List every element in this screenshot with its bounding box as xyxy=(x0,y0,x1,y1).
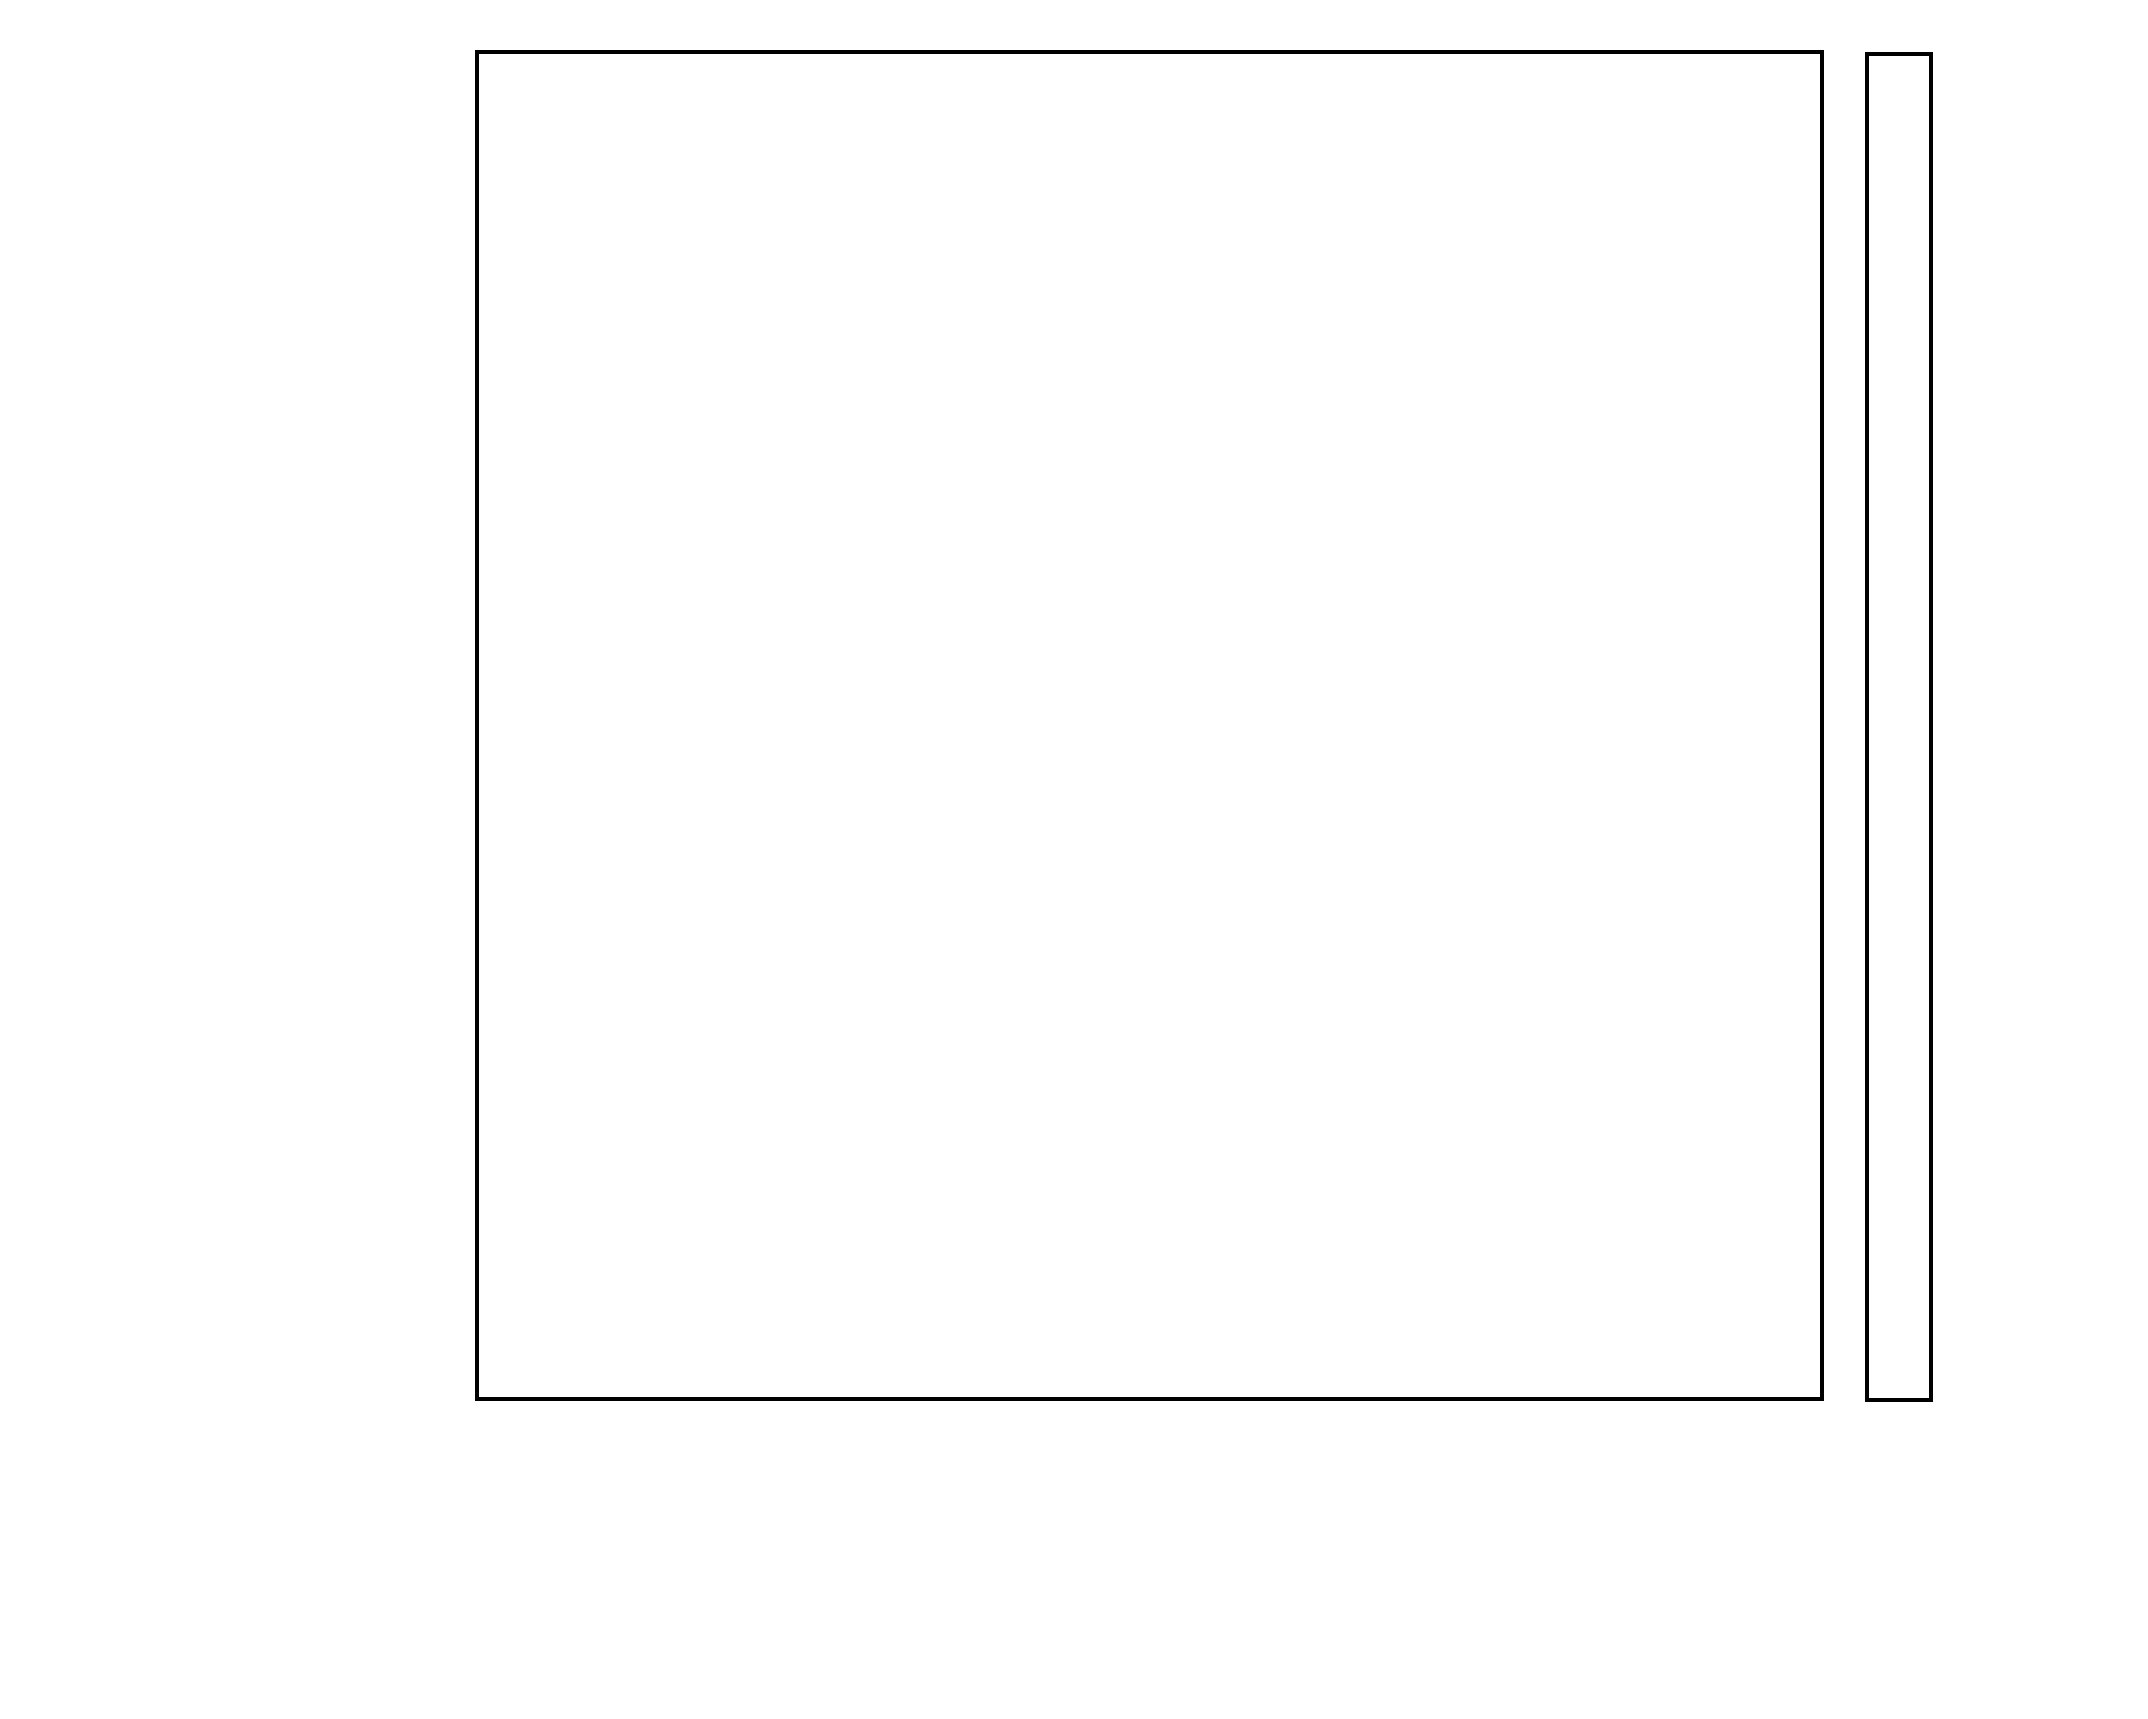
plot-frame xyxy=(475,50,1824,1401)
heatmap-canvas xyxy=(479,54,1820,1397)
colorbar xyxy=(1865,52,1933,1402)
colorbar-gradient xyxy=(1869,56,1929,1398)
